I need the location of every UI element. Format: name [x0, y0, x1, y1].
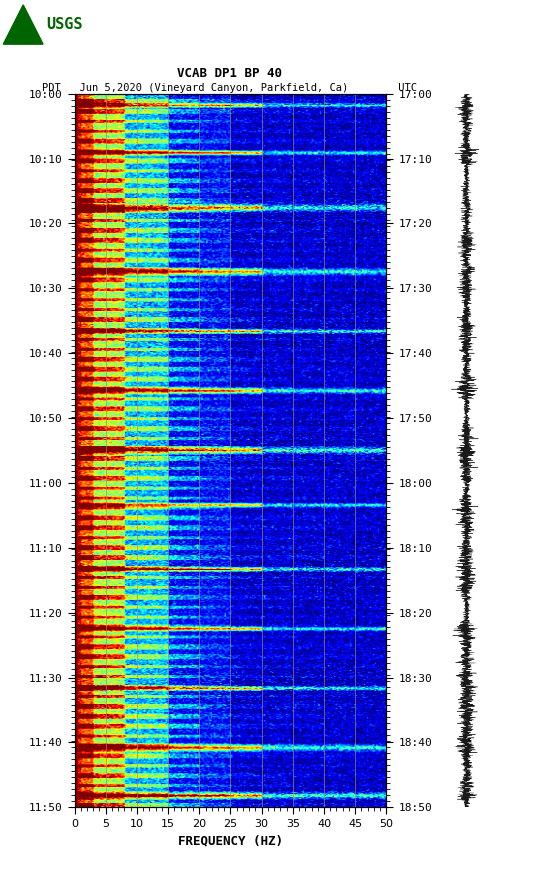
Text: VCAB DP1 BP 40: VCAB DP1 BP 40 — [177, 67, 282, 79]
Polygon shape — [3, 4, 43, 44]
Text: PDT   Jun 5,2020 (Vineyard Canyon, Parkfield, Ca)        UTC: PDT Jun 5,2020 (Vineyard Canyon, Parkfie… — [41, 83, 417, 94]
Text: USGS: USGS — [46, 17, 83, 32]
X-axis label: FREQUENCY (HZ): FREQUENCY (HZ) — [178, 835, 283, 847]
